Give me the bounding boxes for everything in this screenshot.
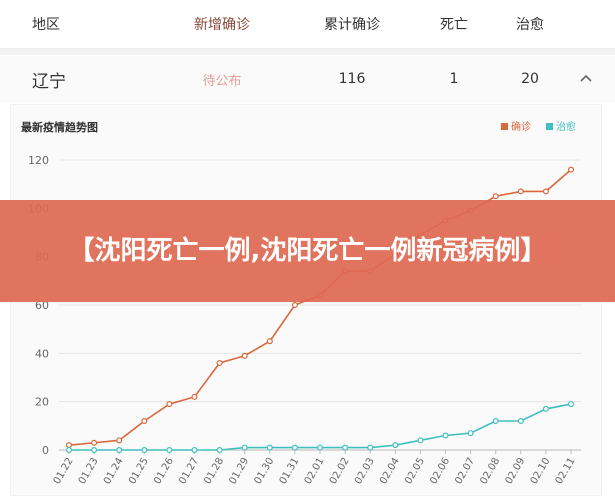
data-point: [216, 447, 223, 454]
data-point: [317, 444, 324, 451]
divider: [0, 49, 615, 55]
x-tick-label: 01.30: [253, 456, 277, 486]
data-point: [166, 401, 173, 408]
x-tick-label: 01.29: [227, 456, 251, 486]
data-point: [417, 437, 424, 444]
x-tick-label: 02.04: [378, 456, 402, 486]
data-point: [567, 166, 574, 173]
x-tick-label: 02.01: [303, 456, 327, 486]
data-point: [392, 442, 399, 449]
chart-title: 最新疫情趋势图: [21, 120, 98, 134]
data-point: [542, 405, 549, 412]
data-point: [467, 430, 474, 437]
legend-label: 治愈: [556, 120, 576, 133]
data-point: [517, 418, 524, 425]
data-point: [442, 432, 449, 439]
x-tick-label: 02.10: [529, 456, 553, 486]
x-tick-label: 01.25: [127, 456, 151, 486]
x-tick-label: 01.23: [77, 456, 101, 486]
y-tick-label: 60: [35, 299, 49, 312]
legend-label: 确诊: [511, 120, 531, 133]
table-header-row: 地区 新增确诊 累计确诊 死亡 治愈: [0, 0, 615, 49]
data-point: [141, 418, 148, 425]
data-point: [266, 444, 273, 451]
legend-swatch: [546, 123, 553, 130]
data-point: [141, 447, 148, 454]
data-point: [191, 393, 198, 400]
x-tick-label: 02.09: [504, 456, 528, 486]
x-tick-label: 02.07: [453, 456, 477, 486]
data-point: [567, 401, 574, 408]
y-tick-label: 120: [28, 154, 49, 167]
chevron-up-icon[interactable]: [578, 70, 594, 86]
data-point: [367, 444, 374, 451]
data-point: [291, 302, 298, 309]
data-point: [241, 444, 248, 451]
header-cured: 治愈: [516, 17, 544, 33]
headline-text: 【沈阳死亡一例,沈阳死亡一例新冠病例】: [68, 236, 547, 266]
data-point: [266, 338, 273, 345]
data-point: [65, 447, 72, 454]
x-tick-label: 02.05: [403, 456, 427, 486]
new-confirmed-value: 待公布: [202, 73, 242, 89]
x-tick-label: 01.27: [177, 456, 201, 486]
x-tick-label: 01.22: [52, 456, 76, 486]
headline-banner: 【沈阳死亡一例,沈阳死亡一例新冠病例】: [0, 200, 615, 302]
data-point: [342, 444, 349, 451]
data-point: [116, 447, 123, 454]
header-new-confirmed: 新增确诊: [194, 17, 250, 33]
data-point: [91, 439, 98, 446]
table-row-liaoning[interactable]: 辽宁 待公布 116 1 20: [0, 56, 615, 102]
header-total-confirmed: 累计确诊: [324, 17, 380, 33]
x-tick-label: 02.08: [478, 456, 502, 486]
total-confirmed-value: 116: [338, 71, 366, 87]
deaths-value: 1: [449, 71, 459, 87]
data-point: [65, 442, 72, 449]
data-point: [291, 444, 298, 451]
header-region: 地区: [32, 17, 60, 33]
y-tick-label: 40: [35, 347, 49, 360]
region-name: 辽宁: [32, 71, 66, 92]
data-point: [542, 188, 549, 195]
data-point: [492, 418, 499, 425]
x-tick-label: 02.02: [328, 456, 352, 486]
x-tick-label: 01.24: [102, 456, 126, 486]
x-tick-label: 02.11: [554, 456, 578, 486]
x-tick-label: 01.31: [278, 456, 302, 486]
cured-value: 20: [521, 71, 539, 87]
x-tick-label: 02.03: [353, 456, 377, 486]
header-deaths: 死亡: [440, 17, 468, 33]
data-point: [191, 447, 198, 454]
data-point: [492, 193, 499, 200]
data-point: [216, 360, 223, 367]
data-point: [517, 188, 524, 195]
y-tick-label: 0: [42, 444, 49, 457]
x-tick-label: 01.28: [202, 456, 226, 486]
data-point: [91, 447, 98, 454]
legend-swatch: [501, 123, 508, 130]
chart-legend: 确诊 治愈: [501, 120, 576, 133]
x-tick-label: 02.06: [428, 456, 452, 486]
data-point: [166, 447, 173, 454]
x-tick-label: 01.26: [152, 456, 176, 486]
data-point: [241, 352, 248, 359]
series-line-1: [69, 403, 572, 451]
y-tick-label: 20: [35, 396, 49, 409]
data-point: [116, 437, 123, 444]
